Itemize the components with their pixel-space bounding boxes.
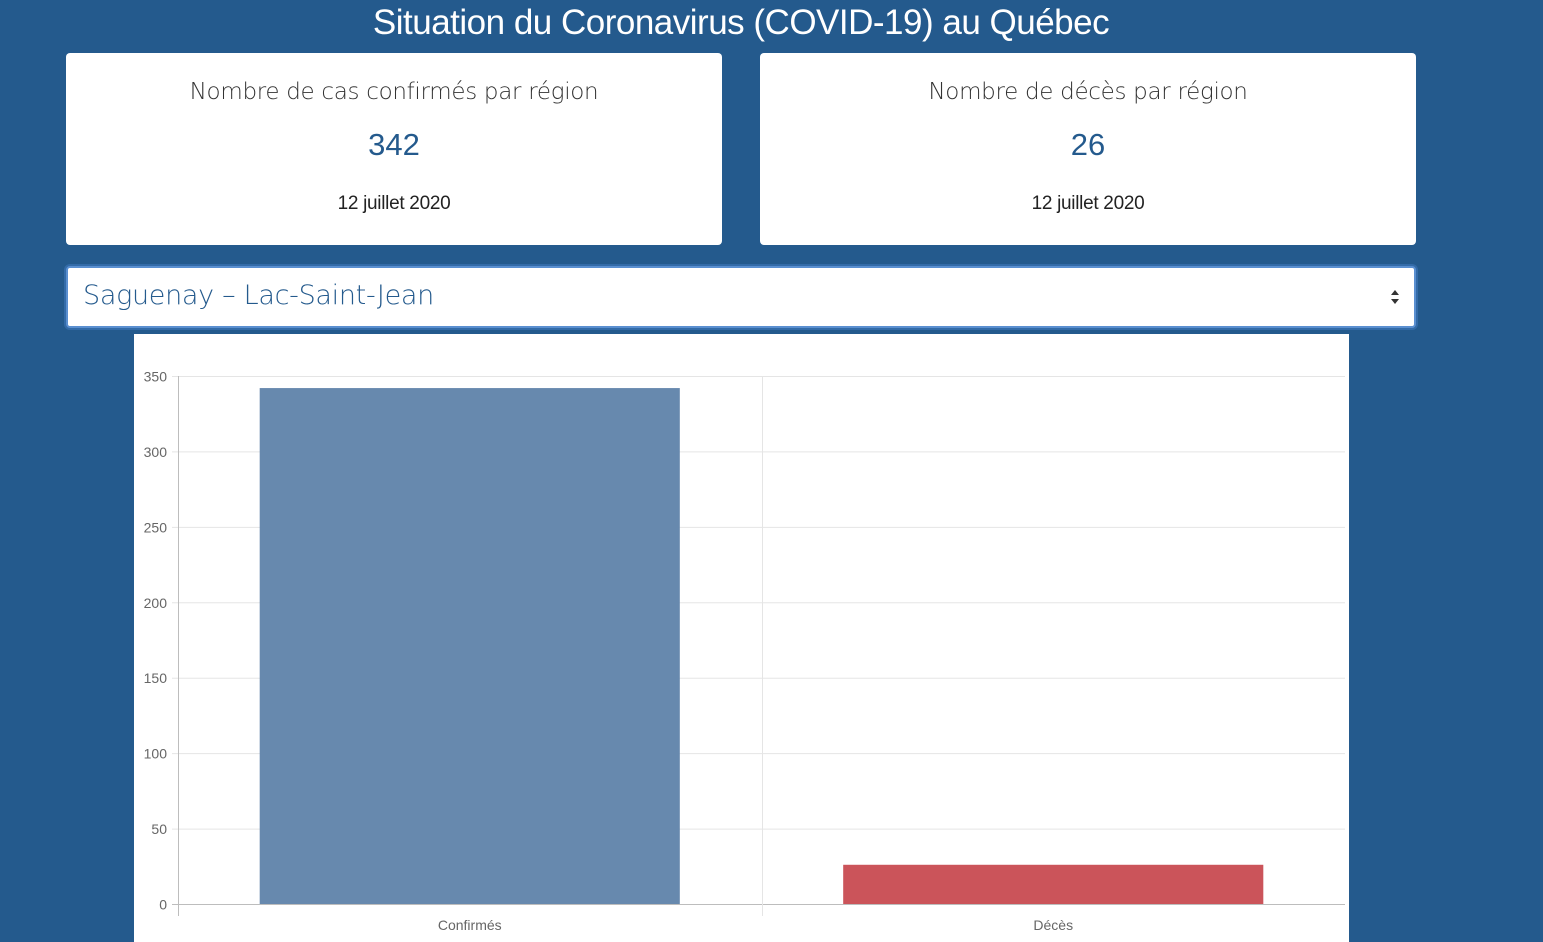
deaths-value: 26 <box>1070 127 1106 162</box>
region-select[interactable]: Saguenay – Lac-Saint-Jean <box>66 266 1416 328</box>
confirmed-cases-card: Nombre de cas confirmés par région 342 1… <box>66 53 722 245</box>
deaths-date: 12 juillet 2020 <box>1031 193 1145 214</box>
y-tick-label: 350 <box>144 369 168 385</box>
page-title: Situation du Coronavirus (COVID-19) au Q… <box>372 3 1110 42</box>
select-arrows-icon <box>1390 288 1400 306</box>
y-tick-label: 150 <box>144 670 168 686</box>
y-tick-label: 200 <box>144 595 168 611</box>
x-tick-label: Confirmés <box>438 917 502 933</box>
confirmed-cases-title: Nombre de cas confirmés par région <box>189 79 599 105</box>
x-tick-label: Décès <box>1033 917 1073 933</box>
chart-panel: 0 50 100 150 200 250 300 350 Confirmés Décès <box>134 334 1349 942</box>
region-select-value: Saguenay – Lac-Saint-Jean <box>83 280 434 311</box>
y-tick-label: 50 <box>151 821 167 837</box>
y-tick-label: 250 <box>144 519 168 535</box>
bar-chart: 0 50 100 150 200 250 300 350 Confirmés Décès <box>144 369 1345 933</box>
y-tick-label: 300 <box>144 444 168 460</box>
bar-deaths <box>843 864 1264 904</box>
deaths-title: Nombre de décès par région <box>928 79 1248 105</box>
confirmed-cases-value: 342 <box>368 127 420 162</box>
bar-confirmed <box>259 388 680 904</box>
confirmed-cases-date: 12 juillet 2020 <box>337 193 451 214</box>
y-tick-label: 100 <box>144 746 168 762</box>
deaths-card: Nombre de décès par région 26 12 juillet… <box>760 53 1416 245</box>
y-tick-label: 0 <box>159 897 167 913</box>
